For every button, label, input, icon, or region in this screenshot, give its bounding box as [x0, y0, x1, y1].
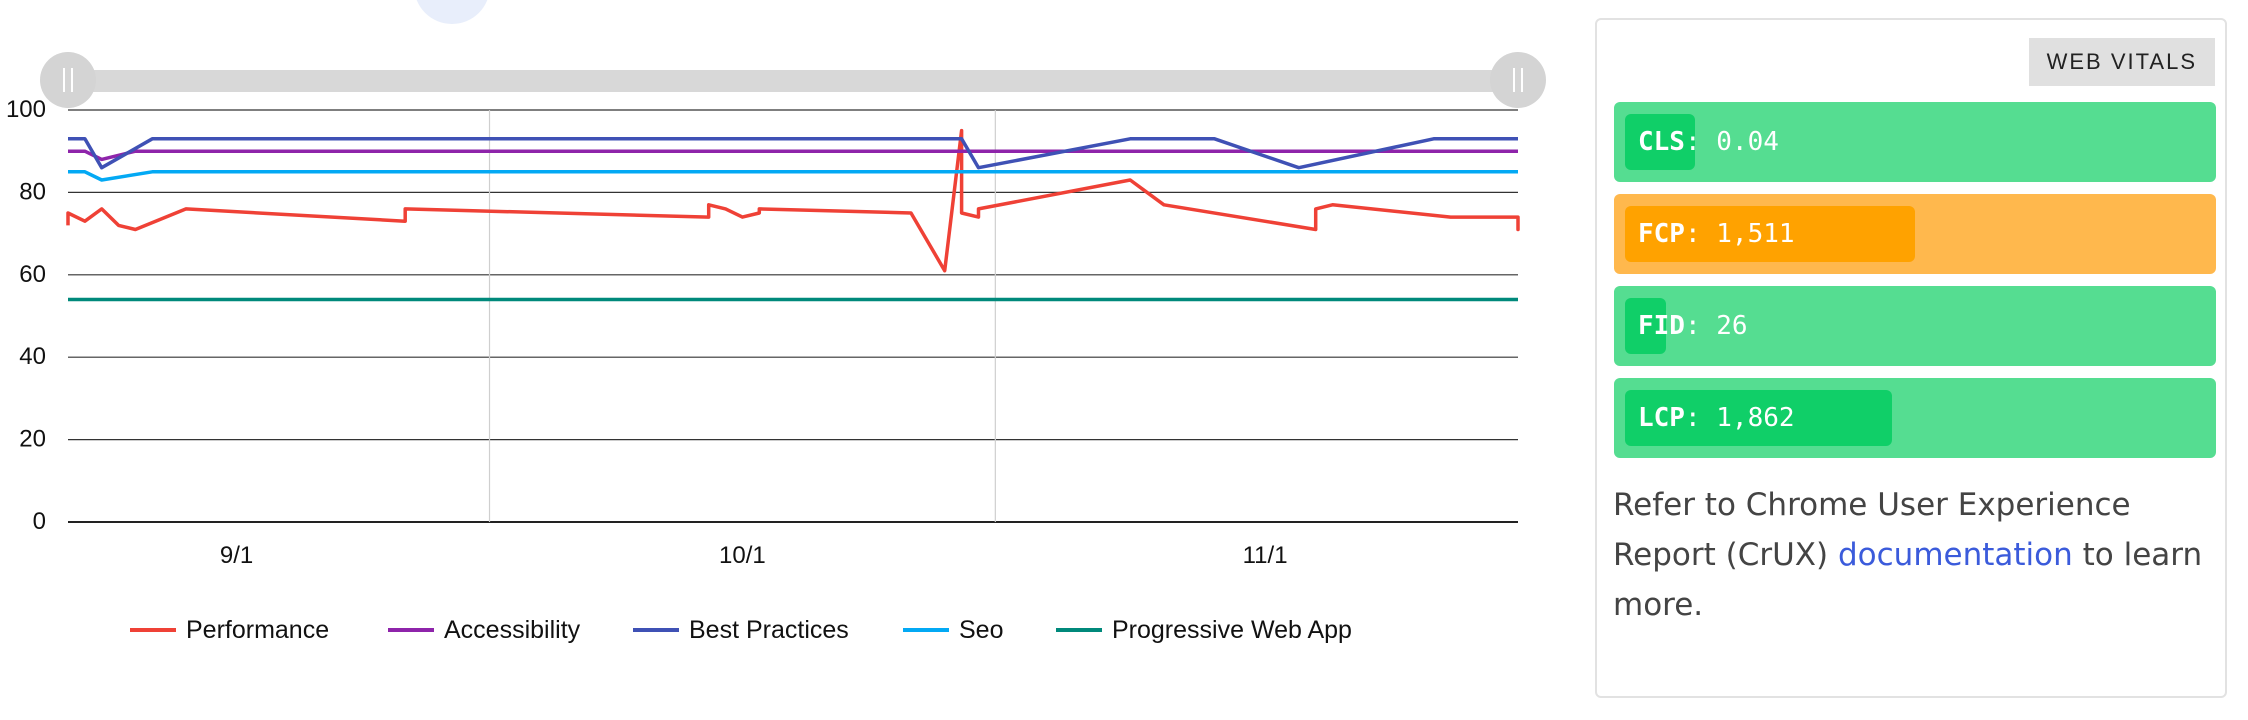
- metric-fcp-value: 1,511: [1716, 219, 1795, 249]
- metric-cls-level-bar: [1625, 114, 1695, 170]
- x-tick-label: 11/1: [1243, 542, 1288, 569]
- metric-fid-name: FID: [1638, 311, 1685, 341]
- metric-fid: FID: 26: [1614, 286, 2216, 366]
- y-tick-label: 0: [33, 508, 46, 535]
- legend-label: Best Practices: [689, 616, 849, 644]
- metric-lcp: LCP: 1,862: [1614, 378, 2216, 458]
- y-tick-label: 20: [19, 426, 46, 453]
- range-slider-right-handle[interactable]: [1490, 52, 1546, 108]
- legend-label: Seo: [959, 616, 1003, 644]
- range-slider-left-handle[interactable]: [40, 52, 96, 108]
- y-tick-label: 100: [6, 96, 46, 123]
- crux-note-text: Refer to Chrome User Experience Report (…: [1613, 487, 2131, 573]
- legend-label: Performance: [186, 616, 329, 644]
- crux-note-text-end: to learn more.: [1613, 537, 2203, 623]
- x-tick-label: 10/1: [719, 542, 766, 569]
- metric-cls: CLS: 0.04: [1614, 102, 2216, 182]
- x-tick-label: 9/1: [220, 542, 253, 569]
- metric-lcp-name: LCP: [1638, 403, 1685, 433]
- range-slider[interactable]: [40, 52, 1546, 108]
- series-line-accessibility: [68, 149, 1518, 162]
- performance-chart: 9/1 10/1 11/1 0 20 40 60 80 100 Performance Acce…: [6, 0, 1546, 644]
- y-tick-label: 80: [19, 178, 46, 205]
- metric-fid-level-bar: [1625, 298, 1666, 354]
- y-tick-label: 40: [19, 343, 46, 370]
- series-line-seo: [68, 170, 1518, 182]
- legend-label: Progressive Web App: [1112, 616, 1352, 644]
- y-tick-label: 60: [19, 261, 46, 288]
- metric-lcp-value: 1,862: [1716, 403, 1795, 433]
- metric-lcp-level-bar: [1625, 390, 1892, 446]
- documentation-link[interactable]: documentation: [1837, 537, 2073, 573]
- metric-cls-value: 0.04: [1716, 127, 1779, 157]
- chart-handle-shadow: [416, 0, 488, 24]
- metric-fcp: FCP: 1,511: [1614, 194, 2216, 274]
- metric-fid-value: 26: [1716, 311, 1748, 341]
- crux-note: Refer to Chrome User Experience Report (…: [1613, 480, 2213, 630]
- metric-cls-name: CLS: [1638, 127, 1685, 157]
- web-vitals-button[interactable]: WEB VITALS: [2028, 38, 2215, 86]
- metric-fcp-level-bar: [1625, 206, 1915, 262]
- range-slider-track[interactable]: [68, 70, 1518, 92]
- metric-fcp-name: FCP: [1638, 219, 1685, 249]
- series-line-best-practices: [68, 137, 1518, 170]
- series-line-performance: [66, 128, 1520, 273]
- legend-label: Accessibility: [444, 616, 581, 644]
- web-vitals-panel: WEB VITALS CLS: 0.04 FCP: 1,511 FID: 26 …: [1595, 18, 2227, 698]
